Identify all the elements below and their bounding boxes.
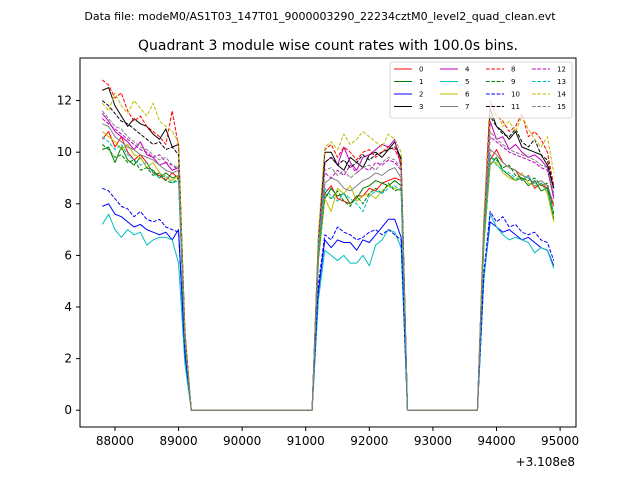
series-14-segment-3 (311, 131, 408, 411)
y-tick-label: 12 (57, 94, 72, 108)
legend-label-10: 10 (511, 91, 520, 99)
x-tick-label: 88000 (96, 434, 134, 448)
y-axis: 0 2 4 6 8 10 12 (57, 94, 80, 417)
series-10-segment-1 (102, 187, 192, 411)
series-13-segment-5 (476, 154, 555, 411)
axes-frame (79, 57, 577, 428)
legend-label-9: 9 (511, 78, 515, 86)
x-tick-label: 90000 (223, 434, 261, 448)
y-tick-label: 8 (64, 197, 72, 211)
series-0-segment-3 (311, 177, 408, 411)
x-tick-label: 95000 (541, 434, 579, 448)
legend-label-4: 4 (465, 66, 470, 74)
series-14-segment-1 (101, 92, 192, 411)
series-2-segment-3 (311, 218, 408, 411)
legend-label-15: 15 (557, 103, 566, 111)
series-5-segment-3 (311, 229, 408, 411)
series-7-segment-1 (102, 123, 192, 411)
plot-area: 88000 89000 90000 91000 92000 93000 94000 95000… (57, 57, 579, 448)
series-9-segment-5 (476, 156, 555, 411)
legend-label-2: 2 (419, 91, 423, 99)
series-12-segment-1 (101, 118, 192, 411)
series-1-segment-3 (311, 180, 408, 411)
legend-label-5: 5 (465, 78, 469, 86)
series-11-segment-1 (101, 100, 192, 411)
x-axis: 88000 89000 90000 91000 92000 93000 94000 95000 (96, 427, 579, 448)
series-5-segment-1 (101, 213, 192, 411)
series-13-segment-3 (311, 185, 408, 411)
series-8-segment-1 (101, 79, 192, 411)
legend-label-7: 7 (465, 103, 469, 111)
series-3-segment-3 (311, 141, 408, 411)
series-15-segment-3 (311, 156, 408, 411)
legend-label-3: 3 (419, 103, 423, 111)
series-13-segment-1 (101, 136, 192, 411)
y-tick-label: 4 (64, 300, 72, 314)
chart-title: Quadrant 3 module wise count rates with … (138, 38, 518, 54)
x-tick-label: 91000 (287, 434, 325, 448)
legend-label-1: 1 (419, 78, 423, 86)
suptitle: Data file: modeM0/AS1T03_147T01_90000032… (84, 10, 556, 23)
y-tick-label: 6 (64, 248, 72, 262)
series-11-segment-3 (311, 146, 408, 411)
series-14-segment-5 (476, 110, 555, 411)
series-2-segment-1 (102, 203, 192, 411)
x-tick-label: 92000 (350, 434, 388, 448)
legend-label-13: 13 (557, 78, 566, 86)
series-10-segment-5 (476, 211, 555, 411)
legend-label-0: 0 (419, 66, 423, 74)
series-15-segment-1 (101, 110, 192, 411)
y-tick-label: 10 (57, 145, 72, 159)
legend-label-12: 12 (557, 66, 566, 74)
legend-label-11: 11 (511, 103, 520, 111)
x-tick-label: 89000 (159, 434, 197, 448)
x-tick-label: 94000 (477, 434, 515, 448)
series-15-segment-5 (476, 131, 555, 411)
legend-label-8: 8 (511, 66, 515, 74)
series-7-segment-3 (311, 167, 408, 411)
x-tick-label: 93000 (414, 434, 452, 448)
series-7-segment-5 (476, 149, 555, 411)
y-tick-label: 2 (64, 352, 72, 366)
series-layer (101, 79, 555, 411)
series-15 (101, 110, 555, 411)
legend-label-6: 6 (465, 91, 470, 99)
legend-label-14: 14 (557, 91, 566, 99)
x-offset-label: +3.108e8 (516, 455, 575, 469)
series-9-segment-1 (101, 144, 192, 411)
legend-box (389, 61, 573, 119)
series-12-segment-3 (311, 159, 408, 411)
y-tick-label: 0 (64, 403, 72, 417)
series-10-segment-3 (311, 226, 408, 411)
